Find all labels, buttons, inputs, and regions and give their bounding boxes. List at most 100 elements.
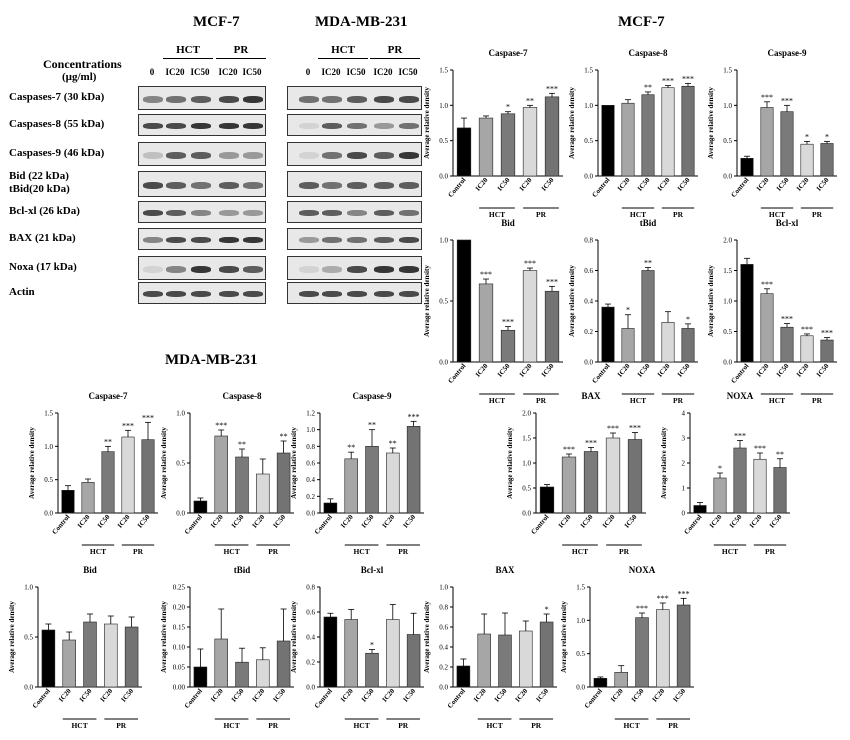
- mda-blot-band: [374, 123, 394, 129]
- category-label: IC20: [472, 687, 488, 704]
- mda-blot-band: [322, 265, 342, 273]
- group-label: HCT: [630, 396, 646, 405]
- mda-blot-band: [299, 291, 319, 297]
- bar: [544, 290, 560, 363]
- mcf7-column-label: IC20: [165, 67, 185, 77]
- mcf7-blot-band: [143, 291, 163, 297]
- category-label: IC50: [630, 687, 646, 704]
- significance-label: *: [626, 306, 630, 315]
- mda-column-label: IC50: [346, 67, 366, 77]
- bar: [256, 659, 270, 688]
- group-label: HCT: [572, 547, 588, 556]
- bar: [641, 94, 655, 177]
- y-tick-label: 0.0: [584, 173, 593, 181]
- bar: [214, 638, 228, 688]
- group-label: HCT: [223, 547, 239, 556]
- significance-label: ***: [781, 315, 793, 324]
- y-tick-label: 0.5: [24, 634, 33, 642]
- y-tick-label: 1.5: [723, 67, 732, 75]
- mda-blot-band: [299, 123, 319, 129]
- category-label: IC50: [540, 362, 556, 379]
- mda-blot-band: [374, 95, 394, 103]
- y-tick-label: 0.10: [173, 644, 186, 652]
- y-tick-label: 0.5: [176, 460, 185, 468]
- y-tick-label: 0.5: [439, 137, 448, 145]
- mcf7-blot-strip: [138, 256, 266, 280]
- significance-label: ***: [682, 74, 694, 83]
- bar: [780, 111, 794, 177]
- mda-blot-strip: [287, 171, 422, 197]
- category-label: IC50: [120, 687, 136, 704]
- chart-6: Caspase-7 0.0 0.5 1.0 1.5 Average relative de…: [28, 391, 158, 556]
- group-label: PR: [765, 547, 776, 556]
- blot-row-label: Actin: [9, 286, 35, 298]
- mcf7-blot-band: [143, 265, 163, 273]
- bar: [365, 446, 379, 514]
- bar: [621, 328, 635, 363]
- bar: [276, 640, 291, 688]
- significance-label: ***: [142, 413, 154, 422]
- significance-label: ***: [585, 439, 597, 448]
- group-label: HCT: [71, 721, 87, 730]
- category-label: IC20: [209, 513, 225, 530]
- y-axis-label: Average relative density: [290, 601, 298, 673]
- bar: [561, 456, 577, 514]
- blot-row-label: Caspases-7 (30 kDa): [9, 91, 105, 103]
- bar: [456, 665, 471, 688]
- bar: [733, 447, 747, 514]
- mda-blot-band: [347, 237, 367, 243]
- chart-9: BAX 0.0 0.5 1.0 1.5 2.0 Average relative densi…: [506, 391, 646, 556]
- category-label: IC50: [676, 176, 692, 193]
- mda-blot-band: [374, 151, 394, 159]
- y-tick-label: 0.5: [439, 298, 448, 306]
- significance-label: ***: [821, 329, 833, 338]
- chart-11: Bid 0.0 0.5 1.0 Average relative density Cont…: [8, 565, 142, 730]
- y-tick-label: 0.5: [723, 328, 732, 336]
- bar: [500, 329, 516, 363]
- bar: [522, 270, 538, 363]
- chart-10: NOXA 0 1 2 3 4 Average relative density Control…: [660, 391, 790, 556]
- category-label: IC20: [99, 687, 115, 704]
- mda-blot-band: [299, 95, 319, 103]
- mcf7-blot-band: [243, 123, 263, 129]
- significance-label: ***: [657, 594, 669, 603]
- mda-blot-band: [399, 265, 419, 273]
- mcf7-blot-strip: [138, 282, 266, 304]
- blot-row-label: BAX (21 kDa): [9, 232, 76, 244]
- bar: [773, 467, 787, 514]
- y-tick-label: 0.0: [584, 359, 593, 367]
- bar: [681, 85, 695, 177]
- significance-label: ***: [546, 84, 558, 93]
- mcf7-charts-title: MCF-7: [618, 14, 665, 30]
- mcf7-blot-band: [219, 95, 239, 103]
- mcf7-blot-strip: [138, 228, 266, 250]
- bar: [593, 678, 608, 688]
- concentration-unit: (µg/ml): [62, 71, 97, 83]
- bar: [621, 102, 635, 177]
- chart-title: BAX: [581, 391, 601, 401]
- mcf7-blot-band: [243, 181, 263, 189]
- significance-label: ***: [761, 93, 773, 102]
- bar: [656, 609, 670, 688]
- mda-blot-strip: [287, 228, 422, 250]
- category-label: IC50: [768, 513, 784, 530]
- group-label: HCT: [630, 210, 646, 219]
- mcf7-blot-band: [191, 123, 211, 129]
- significance-label: ***: [408, 412, 420, 421]
- chart-14: BAX 0.0 0.2 0.4 0.6 0.8 1.0 Average relative de…: [423, 565, 557, 730]
- bar: [544, 96, 560, 177]
- category-label: IC50: [623, 513, 639, 530]
- mda-blot-band: [374, 291, 394, 297]
- category-label: IC50: [728, 513, 744, 530]
- mda-blot-band: [374, 210, 394, 216]
- significance-label: *: [370, 641, 374, 650]
- mda-blot-band: [299, 237, 319, 243]
- bar: [498, 634, 512, 688]
- y-axis-label: Average relative density: [160, 427, 168, 499]
- mda-blot-band: [374, 237, 394, 243]
- significance-label: **: [644, 83, 652, 92]
- category-label: IC50: [272, 687, 288, 704]
- mcf7-blot-band: [243, 95, 263, 103]
- mda-blot-band: [322, 210, 342, 216]
- category-label: IC50: [815, 362, 831, 379]
